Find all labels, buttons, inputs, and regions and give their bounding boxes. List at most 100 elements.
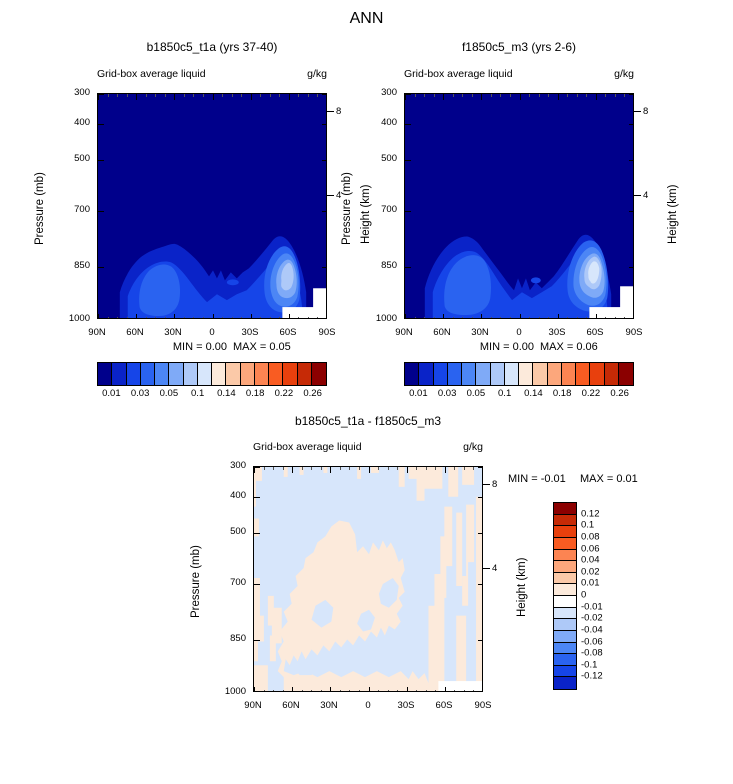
axis-tick-mark-minor (260, 317, 261, 318)
panel-top-right-plot-area[interactable] (404, 93, 634, 319)
axis-tick-mark (98, 160, 104, 161)
panel-bottom-diff-variable-label: Grid-box average liquid (253, 441, 362, 453)
axis-tick-mark-minor (232, 94, 233, 97)
axis-tick-mark (629, 267, 633, 268)
axis-tick-mark (251, 314, 252, 318)
colorbar-bottom-diff[interactable] (553, 502, 577, 690)
x-tick-60N: 60N (126, 327, 144, 338)
axis-tick-mark (289, 94, 290, 100)
colorbar-tick-label: -0.02 (581, 612, 603, 624)
axis-tick-mark (322, 160, 326, 161)
colorbar-swatch (533, 363, 548, 385)
y-tick-300: 300 (230, 460, 246, 471)
axis-tick-mark-minor (567, 94, 568, 97)
axis-tick-mark-minor (577, 317, 578, 318)
axis-tick-mark-minor (378, 690, 379, 691)
panel-top-right-max-label: MAX = 0.06 (540, 341, 598, 353)
y-tick-300: 300 (381, 87, 397, 98)
panel-top-right-min-label: MIN = 0.00 (479, 341, 534, 353)
colorbar-swatch (490, 363, 505, 385)
colorbar-swatch (311, 363, 326, 385)
x-tick-60N: 60N (282, 700, 300, 711)
axis-tick-mark-minor (117, 317, 118, 318)
axis-tick-mark-minor (260, 94, 261, 97)
x-tick-30S: 30S (548, 327, 566, 338)
axis-tick-mark-minor (146, 317, 147, 318)
axis-tick-mark (405, 314, 406, 318)
y2-tick-mark-4 (483, 568, 490, 569)
colorbar-tick-label: 0.18 (245, 388, 265, 399)
y2-tick-mark-8 (483, 484, 490, 485)
x-tick-90S: 90S (625, 327, 643, 338)
colorbar-top-left[interactable] (97, 362, 327, 386)
axis-tick-mark-minor (311, 690, 312, 691)
colorbar-swatch (554, 526, 576, 538)
axis-tick-mark (98, 94, 99, 100)
axis-tick-mark-minor (349, 467, 350, 470)
colorbar-swatch (183, 363, 198, 385)
y2-tick-4: 4 (336, 190, 342, 201)
axis-tick-mark-minor (317, 317, 318, 318)
axis-tick-mark (254, 533, 260, 534)
panel-bottom-diff-plot-area[interactable] (253, 466, 483, 692)
panel-top-left-min-label: MIN = 0.00 (172, 341, 227, 353)
x-tick-60S: 60S (435, 700, 453, 711)
axis-tick-mark-minor (279, 94, 280, 97)
colorbar-swatch (405, 363, 420, 385)
panel-top-left-title: b1850c5_t1a (yrs 37-40) (146, 40, 278, 54)
panel-top-left-plot-area[interactable] (97, 93, 327, 319)
colorbar-swatch (197, 363, 212, 385)
axis-tick-mark-minor (283, 690, 284, 691)
axis-tick-mark-minor (454, 467, 455, 470)
axis-tick-mark (98, 267, 104, 268)
axis-tick-mark (322, 124, 326, 125)
axis-tick-mark-minor (416, 467, 417, 470)
axis-tick-mark (98, 314, 99, 318)
axis-tick-mark (254, 467, 260, 468)
panel-top-right-y2-axis-title: Height (km) (667, 184, 679, 244)
colorbar-tick-label: 0.1 (581, 519, 595, 531)
colorbar-swatch (212, 363, 227, 385)
panel-bottom-diff-max-label: MAX = 0.01 (580, 473, 638, 485)
colorbar-swatch (112, 363, 127, 385)
colorbar-top-right[interactable] (404, 362, 634, 386)
colorbar-swatch (554, 619, 576, 631)
axis-tick-mark-minor (108, 317, 109, 318)
axis-tick-mark-minor (426, 690, 427, 691)
colorbar-swatch (447, 363, 462, 385)
axis-tick-mark-minor (548, 94, 549, 97)
axis-tick-mark-minor (359, 690, 360, 691)
x-tick-0: 0 (365, 700, 371, 711)
y2-tick-mark-4 (634, 195, 641, 196)
colorbar-swatch (554, 665, 576, 678)
y-tick-500: 500 (74, 153, 90, 164)
y2-tick-mark-8 (634, 111, 641, 112)
y2-tick-mark-8 (327, 111, 334, 112)
axis-tick-mark (405, 94, 411, 95)
axis-tick-mark-minor (434, 317, 435, 318)
panel-top-right-title: f1850c5_m3 (yrs 2-6) (461, 40, 577, 54)
colorbar-swatch (554, 630, 576, 643)
colorbar-swatch (554, 503, 576, 515)
x-tick-30S: 30S (241, 327, 259, 338)
colorbar-tick-label: 0.01 (102, 388, 121, 399)
axis-tick-mark-minor (117, 94, 118, 97)
axis-tick-mark-minor (510, 317, 511, 318)
colorbar-tick-label: 0.22 (274, 388, 294, 399)
axis-tick-mark-minor (453, 94, 454, 97)
axis-tick-mark-minor (308, 94, 309, 97)
axis-tick-mark (407, 687, 408, 691)
x-tick-30S: 30S (397, 700, 415, 711)
axis-tick-mark (292, 467, 293, 473)
colorbar-tick-label: 0.22 (581, 388, 601, 399)
colorbar-swatch (554, 561, 576, 573)
axis-tick-mark (405, 160, 411, 161)
y-tick-500: 500 (381, 153, 397, 164)
colorbar-tick-label: 0.14 (217, 388, 236, 399)
colorbar-swatch (554, 654, 576, 666)
x-tick-90N: 90N (395, 327, 413, 338)
colorbar-swatch (554, 642, 576, 655)
axis-tick-mark-minor (302, 467, 303, 470)
colorbar-swatch (240, 363, 255, 385)
axis-tick-mark-minor (624, 94, 625, 97)
